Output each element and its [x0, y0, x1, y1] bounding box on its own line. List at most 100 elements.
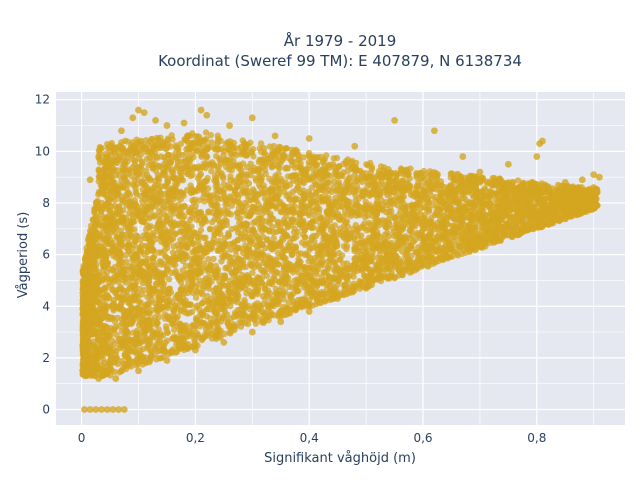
scatter-point [437, 189, 444, 196]
scatter-point [268, 277, 276, 285]
scatter-point [182, 262, 190, 270]
scatter-point [387, 195, 394, 203]
scatter-point [341, 208, 349, 216]
scatter-point [108, 337, 116, 344]
scatter-point [208, 168, 215, 175]
scatter-point [301, 234, 309, 241]
scatter-point [514, 177, 522, 184]
scatter-point [312, 198, 320, 206]
scatter-point [352, 197, 359, 204]
scatter-point [163, 263, 170, 270]
scatter-point [284, 165, 291, 172]
scatter-point [300, 154, 307, 161]
scatter-point [284, 223, 291, 231]
scatter-point [252, 320, 259, 327]
scatter-point [294, 183, 302, 191]
scatter-point [210, 255, 217, 263]
scatter-point [254, 233, 261, 240]
scatter-point [155, 249, 163, 256]
scatter-point [204, 305, 211, 313]
scatter-point [200, 319, 208, 327]
scatter-point [136, 340, 143, 347]
scatter-point [139, 198, 146, 205]
scatter-point [344, 162, 351, 170]
scatter-point [157, 261, 164, 268]
scatter-point [363, 274, 370, 281]
scatter-point [98, 352, 106, 360]
scatter-point [174, 180, 181, 187]
scatter-point [128, 274, 136, 281]
scatter-point [391, 215, 398, 222]
scatter-point [330, 230, 337, 238]
scatter-point [203, 154, 210, 161]
scatter-point [323, 152, 330, 159]
scatter-point [191, 274, 199, 281]
scatter-point [450, 222, 457, 229]
scatter-point [228, 202, 235, 209]
scatter-point [120, 276, 128, 284]
scatter-point [507, 214, 514, 221]
scatter-point [417, 211, 424, 218]
scatter-point [555, 181, 562, 189]
scatter-point [295, 156, 302, 164]
scatter-point [244, 192, 251, 199]
scatter-point [306, 240, 313, 247]
scatter-point [359, 223, 366, 230]
scatter-point [154, 331, 161, 338]
scatter-point [141, 286, 148, 294]
scatter-point [450, 179, 458, 186]
scatter-point [96, 159, 104, 166]
scatter-point [99, 175, 106, 183]
scatter-point [95, 222, 102, 229]
scatter-point [375, 267, 383, 274]
scatter-point [208, 139, 215, 146]
scatter-point [347, 212, 355, 220]
scatter-point [145, 174, 152, 182]
scatter-point [247, 160, 254, 167]
scatter-point [225, 182, 232, 189]
scatter-point [239, 263, 247, 271]
scatter-point [313, 189, 320, 196]
scatter-point [289, 161, 296, 169]
chart-title: År 1979 - 2019 [284, 31, 397, 50]
scatter-point [351, 245, 358, 253]
scatter-point [272, 193, 280, 200]
scatter-point [208, 201, 215, 209]
scatter-point [113, 152, 120, 160]
scatter-point [309, 278, 317, 285]
scatter-point [261, 257, 268, 264]
scatter-point [203, 240, 211, 247]
scatter-point [452, 171, 460, 178]
scatter-point [414, 231, 421, 238]
scatter-point [164, 136, 172, 144]
scatter-point [332, 236, 339, 244]
scatter-point [284, 173, 292, 180]
scatter-point [217, 160, 225, 167]
scatter-point [143, 334, 150, 342]
scatter-point [121, 137, 129, 144]
scatter-point [128, 226, 135, 233]
scatter-point [110, 347, 118, 354]
scatter-point [261, 166, 269, 174]
scatter-point [268, 178, 276, 185]
scatter-point [352, 240, 359, 248]
scatter-point [156, 338, 163, 346]
scatter-point [246, 254, 253, 261]
scatter-point [336, 256, 343, 263]
scatter-point [147, 213, 154, 220]
scatter-point [205, 255, 212, 263]
scatter-point [144, 343, 151, 350]
scatter-point [131, 182, 138, 189]
scatter-point [161, 247, 168, 254]
scatter-point [201, 297, 208, 304]
scatter-point [358, 232, 365, 239]
scatter-point [257, 140, 265, 147]
scatter-point [164, 198, 171, 205]
scatter-point [305, 149, 313, 157]
scatter-point [283, 145, 290, 152]
scatter-point [292, 244, 299, 251]
scatter-point [191, 188, 199, 195]
scatter-point [209, 239, 216, 246]
scatter-point [270, 142, 278, 150]
